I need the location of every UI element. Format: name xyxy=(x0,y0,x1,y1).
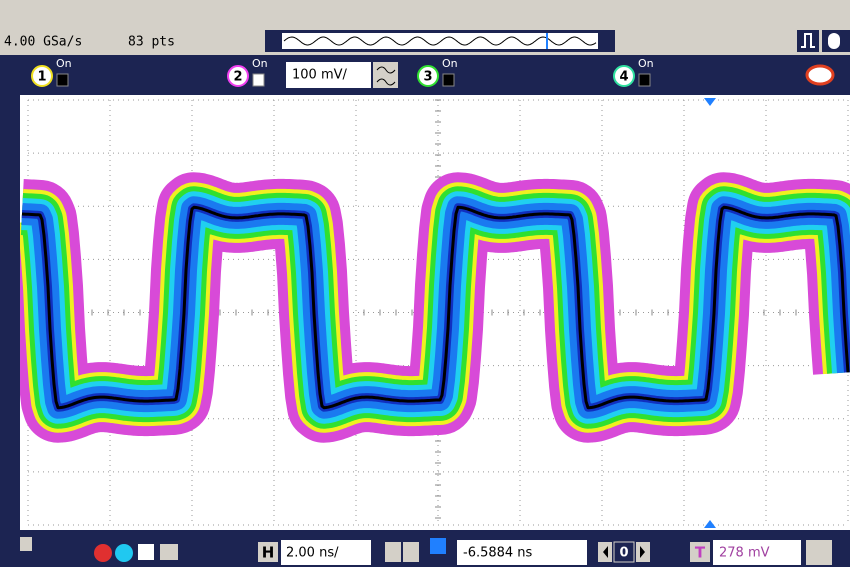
delay-step: 0 xyxy=(619,546,628,561)
autoscale-button[interactable] xyxy=(138,544,154,560)
channel-checkbox[interactable] xyxy=(253,74,264,86)
points: 83 pts xyxy=(128,35,175,50)
horizontal-label: H xyxy=(262,544,275,562)
channel-number: 4 xyxy=(619,70,628,85)
mouse-icon xyxy=(828,33,840,49)
trigger-spinner[interactable] xyxy=(806,540,832,565)
channel-number: 1 xyxy=(37,70,46,85)
up-button[interactable] xyxy=(20,537,32,551)
wave-btn-b[interactable] xyxy=(403,542,419,562)
channel-number: 3 xyxy=(423,70,432,85)
channel-state: On xyxy=(252,57,268,70)
coupling-button[interactable] xyxy=(373,62,398,88)
delay: -6.5884 ns xyxy=(463,546,533,561)
channel-scale: 100 mV/ xyxy=(292,68,348,83)
channel-checkbox[interactable] xyxy=(443,74,454,86)
channel-checkbox[interactable] xyxy=(639,74,650,86)
channel-number: 2 xyxy=(233,70,242,85)
display-button[interactable] xyxy=(807,66,833,84)
print-button[interactable] xyxy=(160,544,178,560)
single-button[interactable] xyxy=(115,544,133,562)
sample-rate: 4.00 GSa/s xyxy=(4,35,82,50)
channel-state: On xyxy=(638,57,654,70)
run-button[interactable] xyxy=(94,544,112,562)
channel-state: On xyxy=(56,57,72,70)
trigger-label: T xyxy=(695,544,706,562)
trigger-level: 278 mV xyxy=(719,546,770,561)
channel-checkbox[interactable] xyxy=(57,74,68,86)
delay-ref-button[interactable] xyxy=(430,538,446,554)
wave-btn-a[interactable] xyxy=(385,542,401,562)
scope-screen: 4.00 GSa/s 83 pts 1 On 2 On 3 On 4 On 100 mV/ H… xyxy=(0,0,850,567)
channel-state: On xyxy=(442,57,458,70)
time-scale: 2.00 ns/ xyxy=(286,546,339,561)
